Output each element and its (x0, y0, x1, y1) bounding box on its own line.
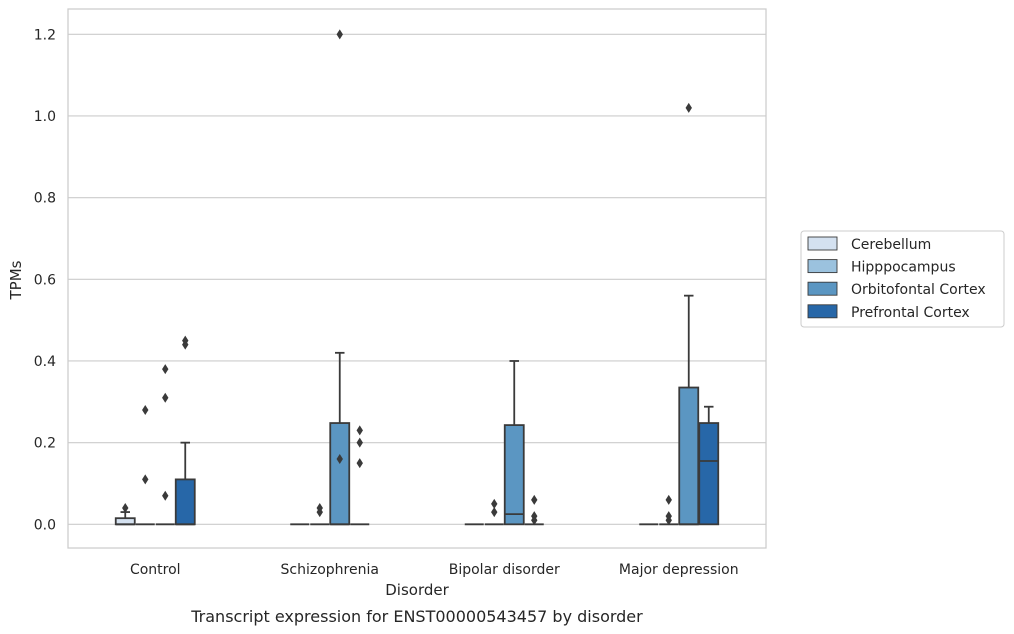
box-group (698, 405, 720, 526)
box-rect (678, 386, 700, 526)
box-group (155, 364, 175, 526)
box-group (310, 502, 330, 526)
outlier-marker (531, 511, 538, 522)
box-rect (698, 422, 720, 526)
y-tick-label: 1.2 (34, 27, 56, 43)
y-tick-label: 0.6 (34, 272, 56, 288)
box-group (678, 102, 700, 526)
legend-swatch (807, 304, 838, 319)
box-rect (114, 517, 136, 526)
legend-swatch (807, 236, 838, 251)
outlier-marker (491, 498, 498, 509)
box-group (484, 498, 504, 526)
outlier-marker (356, 458, 363, 469)
x-tick-label: Control (130, 562, 181, 578)
outlier-marker (162, 490, 169, 501)
y-tick-label: 0.8 (34, 191, 56, 207)
legend-label: Cerebellum (851, 237, 931, 253)
tick-layer: 0.0 0.2 0.4 0.6 0.8 1.0 1.2 Control Schizophreni… (34, 27, 739, 578)
outlier-marker (316, 502, 323, 513)
legend-swatch (807, 259, 838, 274)
legend-label: Hipppocampus (851, 260, 956, 276)
x-axis-title: Disorder (385, 581, 449, 599)
box-group (503, 360, 525, 526)
y-axis-title: TPMs (7, 260, 25, 300)
outlier-marker (142, 404, 149, 415)
outlier-marker (491, 507, 498, 518)
chart-caption: Transcript expression for ENST0000054345… (190, 607, 643, 626)
legend-label: Prefrontal Cortex (851, 305, 970, 321)
outlier-marker (142, 474, 149, 485)
box-group (114, 502, 136, 526)
plot-frame (67, 8, 767, 549)
legend: Cerebellum Hipppocampus Orbitofontal Corte… (800, 230, 1005, 328)
outlier-marker (356, 437, 363, 448)
outlier-marker (336, 29, 343, 40)
box-group (174, 335, 196, 526)
box-rect (174, 478, 196, 526)
outlier-marker (162, 364, 169, 375)
y-tick-label: 0.0 (34, 517, 56, 533)
x-tick-label: Bipolar disorder (449, 562, 560, 578)
box-group (659, 494, 679, 526)
legend-swatch (807, 281, 838, 296)
x-tick-label: Schizophrenia (281, 562, 379, 578)
grid-layer (68, 33, 766, 525)
box-group (135, 404, 155, 526)
box-group (329, 29, 351, 526)
outlier-marker (665, 511, 672, 522)
box-rect (329, 422, 351, 526)
outlier-marker (122, 502, 129, 513)
outlier-marker (336, 453, 343, 464)
outlier-marker (356, 425, 363, 436)
legend-frame (800, 230, 1005, 328)
box-group (524, 494, 544, 526)
box-layer (114, 29, 720, 526)
x-tick-label: Major depression (619, 562, 739, 578)
legend-label: Orbitofontal Cortex (851, 282, 986, 298)
outlier-marker (685, 102, 692, 113)
box-group (350, 425, 370, 526)
y-tick-label: 1.0 (34, 109, 56, 125)
box-rect (503, 424, 525, 526)
outlier-marker (665, 494, 672, 505)
outlier-marker (162, 392, 169, 403)
y-tick-label: 0.4 (34, 354, 56, 370)
outlier-marker (182, 335, 189, 346)
y-tick-label: 0.2 (34, 436, 56, 452)
outlier-marker (531, 494, 538, 505)
